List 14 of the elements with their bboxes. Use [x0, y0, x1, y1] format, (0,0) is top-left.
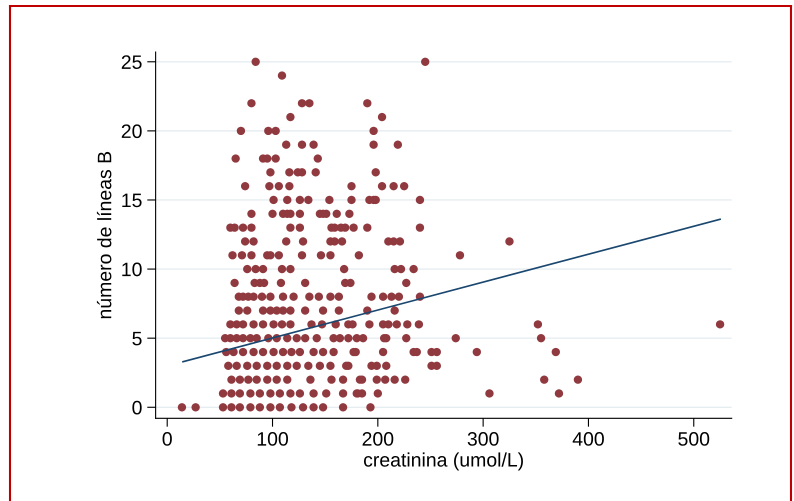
x-tick-label: 400 [572, 432, 604, 446]
y-tick-label: 20 [122, 124, 142, 138]
y-tick-label: 15 [122, 194, 142, 208]
x-tick-label: 0 [162, 432, 172, 446]
y-axis-title: número de líneas B [96, 152, 112, 318]
y-tick-label: 10 [122, 262, 142, 276]
y-tick-label: 5 [132, 332, 142, 346]
x-tick-label: 500 [678, 432, 710, 446]
x-axis-title: creatinina (umol/L) [364, 452, 523, 471]
y-tick-label: 0 [132, 400, 142, 415]
x-tick-label: 200 [362, 432, 394, 446]
x-tick-label: 100 [258, 432, 288, 446]
x-tick-label: 300 [468, 432, 499, 446]
y-tick-label: 25 [122, 55, 142, 70]
